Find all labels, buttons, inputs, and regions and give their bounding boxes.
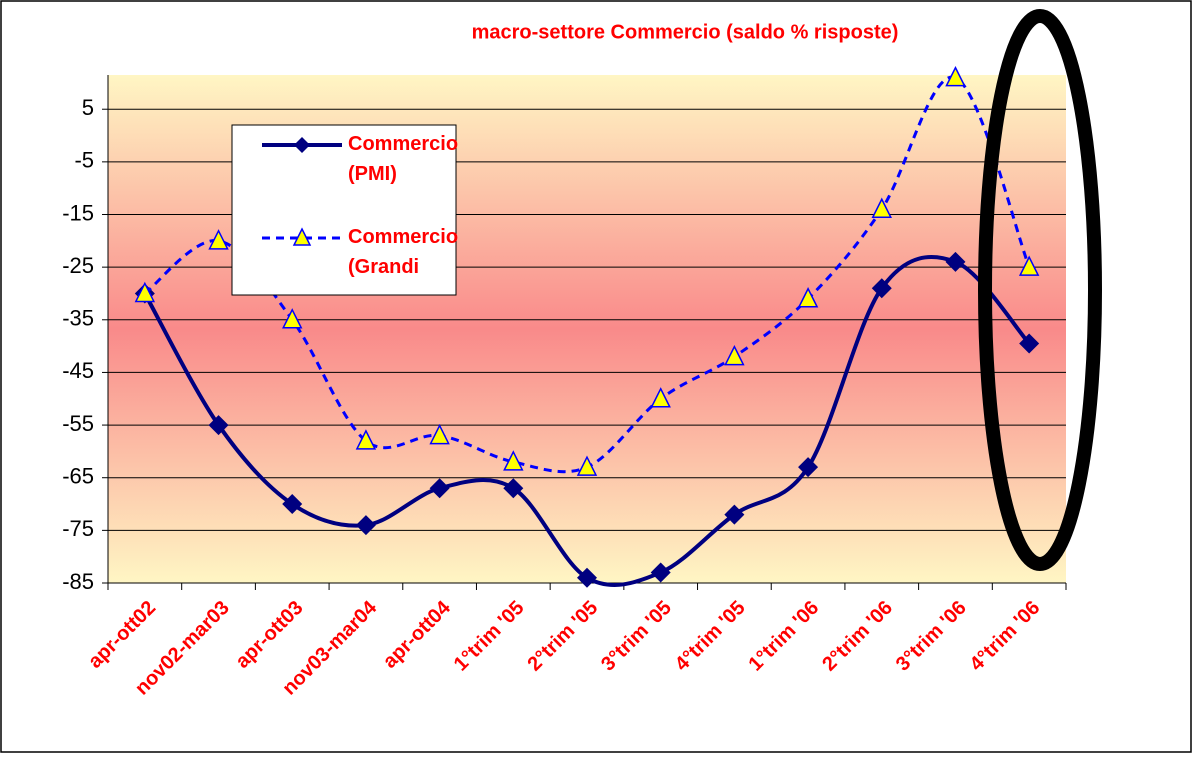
y-tick-label: -45 (62, 358, 94, 383)
marker (503, 450, 524, 471)
y-tick-label: -55 (62, 411, 94, 436)
marker (208, 229, 229, 250)
y-tick-label: -15 (62, 200, 94, 225)
marker (945, 251, 966, 272)
marker (355, 515, 376, 536)
y-tick-label: -65 (62, 464, 94, 489)
marker (650, 387, 671, 408)
y-tick-label: -25 (62, 253, 94, 278)
legend-label: Commercio (Grandi (348, 226, 458, 278)
marker (576, 455, 598, 476)
marker (871, 197, 892, 218)
marker (208, 415, 229, 436)
marker (1018, 255, 1040, 276)
marker (134, 281, 156, 303)
marker (429, 478, 450, 499)
legend: Commercio (PMI) Commercio (Grandi (231, 124, 458, 296)
marker (503, 478, 524, 499)
y-tick-label: -5 (74, 148, 94, 173)
marker (1019, 333, 1040, 354)
marker (871, 278, 892, 299)
legend-box (231, 124, 457, 296)
marker (797, 287, 819, 308)
legend-marker (294, 137, 310, 153)
highlight-ellipse (978, 9, 1102, 571)
y-tick-label: -75 (62, 516, 94, 541)
marker (577, 567, 597, 588)
marker (798, 457, 819, 478)
marker (429, 423, 450, 445)
marker (650, 562, 671, 583)
chart-title: macro-settore Commercio (saldo % rispost… (472, 21, 899, 43)
marker (724, 344, 745, 366)
y-tick-label: -35 (62, 306, 94, 331)
y-tick-label: -85 (62, 569, 94, 594)
marker (355, 429, 377, 450)
marker (282, 494, 303, 515)
marker (945, 65, 966, 87)
legend-marker (292, 227, 312, 246)
legend-label: Commercio (PMI) (348, 133, 458, 185)
marker (282, 308, 303, 329)
y-tick-label: 5 (82, 95, 94, 120)
marker (724, 504, 745, 525)
